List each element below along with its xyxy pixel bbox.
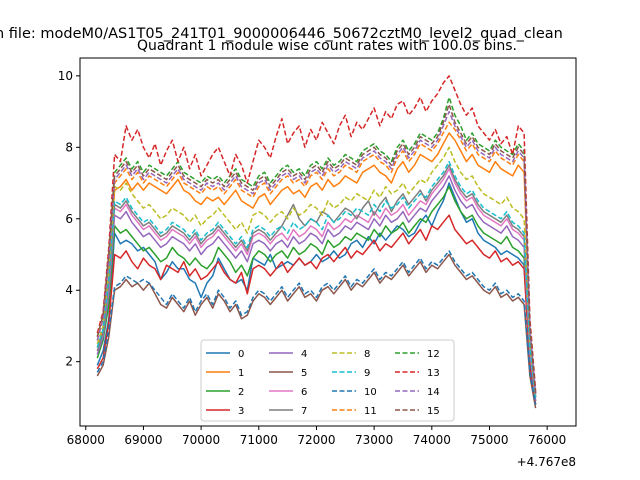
series-line-3 — [96, 214, 537, 405]
series-line-1 — [96, 132, 537, 398]
x-tick-label: 76000 — [528, 433, 566, 447]
legend-label-13: 13 — [427, 368, 440, 379]
legend-label-2: 2 — [238, 387, 244, 398]
plot-area: 68000 69000 70000 71000 72000 73000 74000 75000… — [58, 57, 577, 447]
figure-suptitle: n file: modeM0/AS1T05_241T01_9000006446_… — [0, 26, 563, 42]
legend-label-4: 4 — [301, 349, 307, 360]
legend-label-14: 14 — [427, 387, 440, 398]
x-axis: 68000 69000 70000 71000 72000 73000 74000 75000… — [67, 426, 566, 447]
series-line-13 — [96, 75, 537, 391]
chart-title: Quadrant 1 module wise count rates with … — [137, 38, 517, 54]
x-tick-label: 70000 — [182, 433, 220, 447]
series-line-14 — [96, 110, 537, 394]
x-offset-label: +4.767e8 — [517, 455, 576, 469]
x-tick-label: 71000 — [240, 433, 278, 447]
series-line-9 — [96, 160, 537, 398]
series-line-7 — [96, 164, 537, 398]
legend-label-6: 6 — [301, 387, 307, 398]
series-line-4 — [96, 175, 537, 402]
x-tick-label: 73000 — [355, 433, 393, 447]
plot-frame — [79, 57, 577, 427]
x-tick-label: 68000 — [67, 433, 105, 447]
series-line-10 — [96, 250, 537, 405]
y-axis: 2 4 6 8 10 — [58, 69, 80, 369]
legend-label-7: 7 — [301, 406, 307, 417]
series-line-5 — [96, 253, 537, 409]
legend-label-12: 12 — [427, 349, 440, 360]
x-tick-label: 69000 — [124, 433, 162, 447]
legend-label-0: 0 — [238, 349, 244, 360]
series-line-2 — [96, 185, 537, 402]
legend-label-8: 8 — [364, 349, 370, 360]
legend-label-10: 10 — [364, 387, 377, 398]
series-line-8 — [96, 146, 537, 398]
x-tick-label: 75000 — [470, 433, 508, 447]
x-tick-label: 72000 — [297, 433, 335, 447]
series-line-11 — [96, 121, 537, 394]
series-line-12 — [96, 96, 537, 394]
series-layer — [96, 75, 537, 409]
legend-label-15: 15 — [427, 406, 440, 417]
legend-label-1: 1 — [238, 368, 244, 379]
series-line-15 — [96, 103, 537, 394]
y-tick-label: 2 — [65, 355, 73, 369]
y-tick-label: 6 — [65, 212, 73, 226]
series-line-6 — [96, 168, 537, 398]
x-tick-label: 74000 — [413, 433, 451, 447]
legend-label-11: 11 — [364, 406, 377, 417]
legend-box — [200, 339, 455, 422]
legend-label-3: 3 — [238, 406, 244, 417]
y-tick-label: 10 — [58, 69, 73, 83]
legend-label-9: 9 — [364, 368, 370, 379]
y-tick-label: 4 — [65, 283, 73, 297]
y-tick-label: 8 — [65, 140, 73, 154]
legend-label-5: 5 — [301, 368, 307, 379]
